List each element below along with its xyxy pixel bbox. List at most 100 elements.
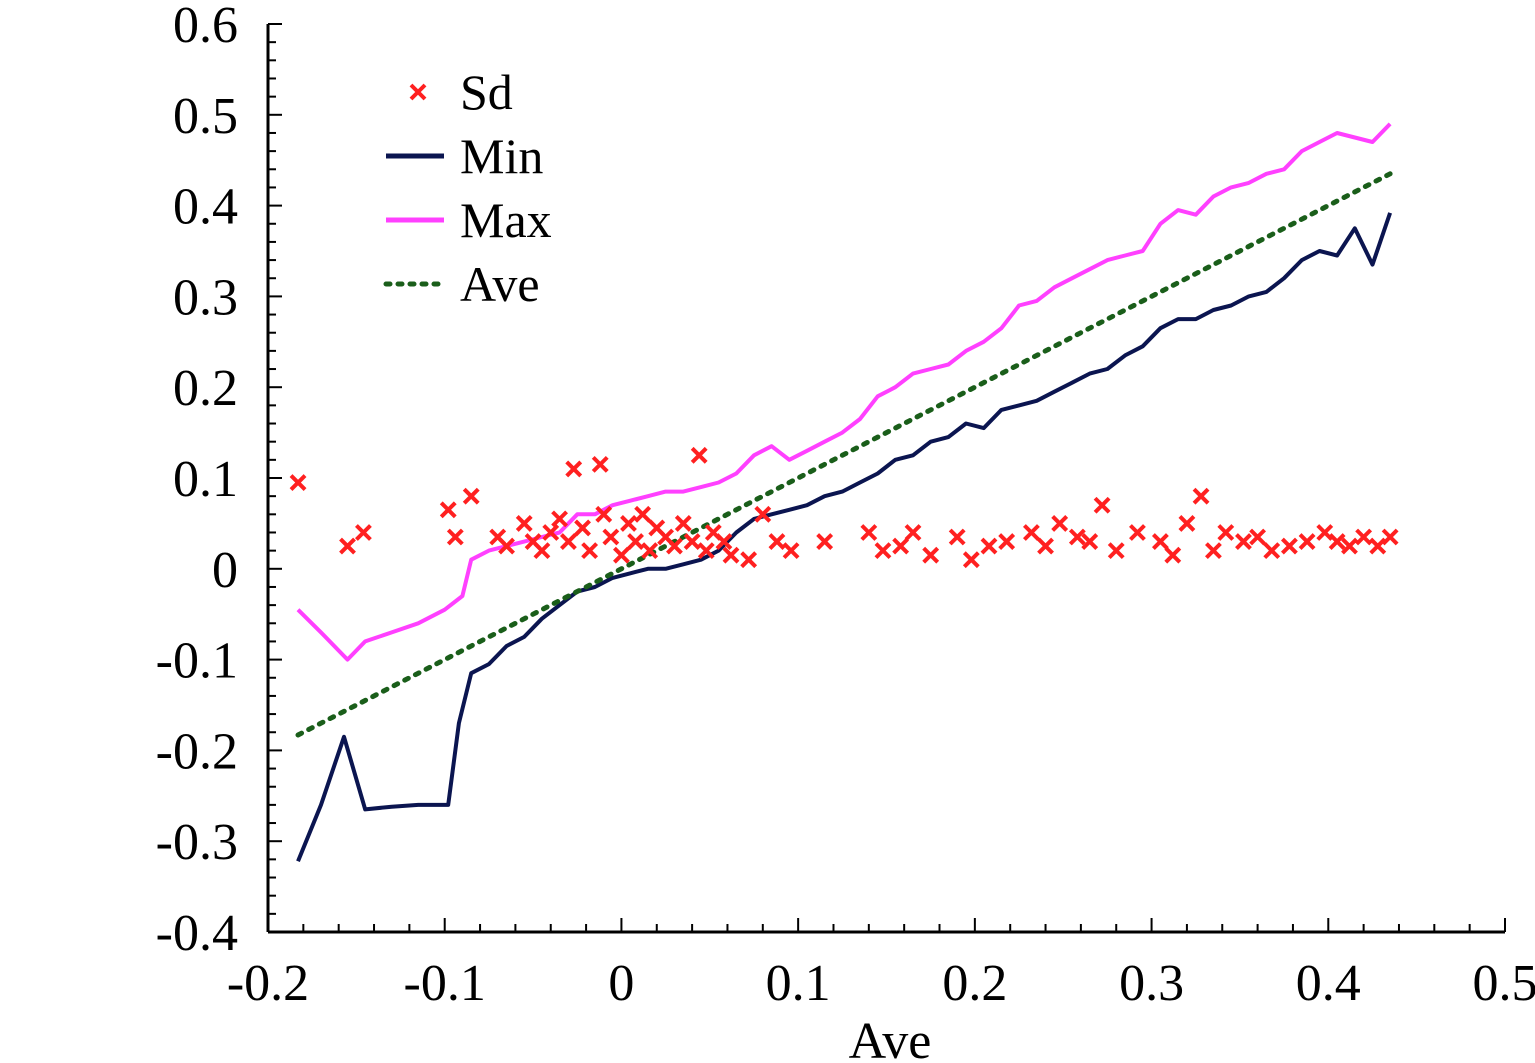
sd-point [1205,542,1222,560]
sd-point [1081,533,1099,550]
series-min [296,212,1392,862]
sd-point [1037,537,1054,555]
legend-item-max: Max [386,192,552,248]
x-axis-title: Ave [849,1013,932,1063]
legend: Sd Min Max Ave [383,64,552,312]
sd-point [602,528,620,546]
series-sd [289,446,1399,569]
x-ticks: -0.2 -0.1 0 0.1 0.2 0.3 0.4 0.5 [227,918,1535,1012]
legend-item-min: Min [386,128,543,184]
sd-point [782,542,800,560]
y-tick-label: 0.5 [173,88,238,145]
sd-point [980,537,998,555]
line-min [296,212,1392,862]
legend-label-min: Min [460,128,543,184]
sd-point [1381,528,1399,546]
x-tick-label: 0.5 [1473,955,1535,1012]
sd-point [1178,514,1196,532]
x-tick-label: 0.3 [1119,955,1184,1012]
legend-label-max: Max [460,192,552,248]
plot-series [289,122,1399,862]
x-tick-label: 0.4 [1296,955,1361,1012]
sd-point [446,528,464,546]
sd-point [754,505,772,523]
line-ave [295,171,1393,738]
sd-point [1107,542,1125,560]
sd-point [922,546,940,564]
sd-point [634,505,652,523]
sd-point [1217,524,1235,541]
y-tick-label: 0.4 [173,179,238,236]
sd-point [715,533,733,550]
y-tick-label: 0.6 [173,0,238,54]
sd-point [816,533,834,550]
sd-point [1316,524,1334,541]
sd-point [666,537,683,555]
sd-point [1129,524,1146,541]
sd-point [591,455,609,473]
sd-point [515,514,533,532]
sd-point [892,537,910,555]
sd-point [998,533,1016,550]
sd-point [1093,496,1111,514]
sd-point [874,542,892,560]
sd-point [1298,533,1316,550]
sd-point [574,519,591,537]
sd-point [641,542,659,560]
x-tick-label: -0.2 [227,955,309,1012]
y-tick-label: 0 [212,542,238,599]
sd-point [722,546,740,564]
y-tick-label: -0.2 [156,723,238,780]
y-tick-label: 0.2 [173,360,238,417]
sd-point [768,533,786,550]
sd-point [674,514,692,532]
x-tick-label: -0.1 [404,955,486,1012]
sd-point [740,551,758,569]
sd-point [1235,533,1252,550]
legend-label-sd: Sd [460,64,513,120]
sd-point [683,533,701,550]
y-tick-label: -0.4 [156,905,238,962]
sd-point [613,546,630,564]
y-ticks: -0.4 -0.3 -0.2 -0.1 0 0.1 0.2 0.3 0.4 0.5 0.6 [156,0,282,962]
sd-point [581,542,599,560]
sd-point [542,524,560,541]
sd-point [355,524,372,541]
legend-symbol-sd [409,83,427,101]
legend-label-ave: Ave [460,256,540,312]
sd-point [1369,537,1387,555]
sd-point [948,528,966,546]
y-tick-label: -0.3 [156,814,238,871]
x-tick-label: 0.1 [766,955,831,1012]
sd-point [1328,533,1346,550]
sd-point [1051,514,1069,532]
y-tick-label: -0.1 [156,633,238,690]
sd-point [627,533,644,550]
sd-point [533,542,551,560]
sd-point [1341,537,1358,555]
sd-point [1263,542,1281,560]
sd-point [962,551,980,569]
x-tick-label: 0.2 [942,955,1007,1012]
y-tick-label: 0.1 [173,451,238,508]
legend-item-ave: Ave [383,256,540,312]
axes: -0.2 -0.1 0 0.1 0.2 0.3 0.4 0.5 -0.4-0.3-0.2-0.… [156,0,1535,1012]
sd-point [1249,528,1267,546]
sd-point [1151,533,1169,550]
sd-point [1164,546,1182,564]
y-tick-label: 0.3 [173,269,238,326]
sd-point [565,460,583,478]
sd-point [1068,528,1086,546]
sd-point [595,505,613,523]
sd-point [1355,528,1373,546]
sd-point [690,446,708,464]
series-ave [295,171,1393,738]
sd-point [559,533,577,550]
sd-point [498,537,515,555]
sd-point [904,524,922,541]
sd-point [697,542,715,560]
sd-point [289,474,307,491]
sd-point [339,537,356,555]
sd-point [860,524,878,541]
